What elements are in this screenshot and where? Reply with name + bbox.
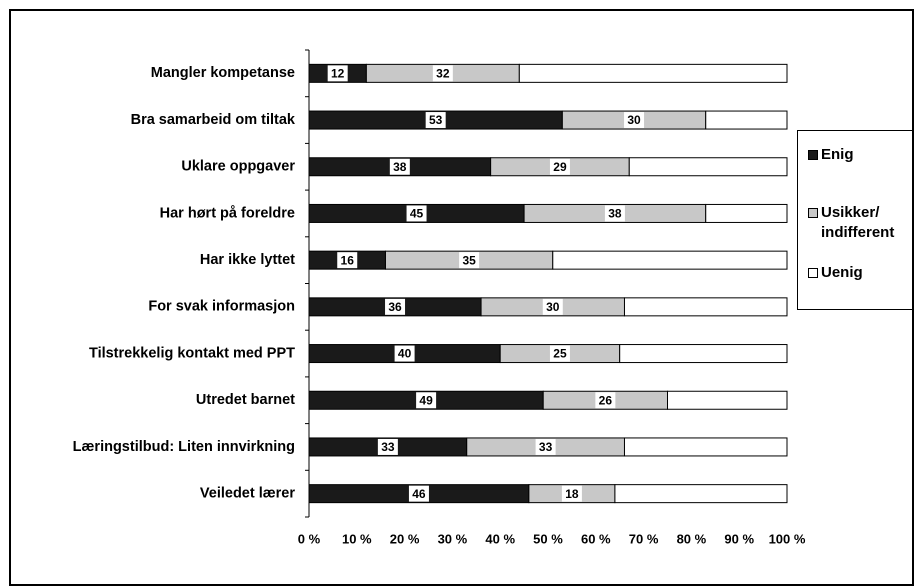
- x-tick-label: 80 %: [677, 531, 707, 546]
- x-tick-label: 100 %: [769, 531, 806, 546]
- bar-segment: [705, 203, 788, 223]
- label-box: [549, 158, 570, 175]
- data-label: 33: [539, 440, 553, 454]
- data-label: 26: [599, 393, 613, 407]
- label-box: [561, 485, 582, 502]
- bar-segment: [623, 297, 788, 317]
- y-tick-label: Tilstrekkelig kontakt med PPT: [89, 345, 295, 361]
- x-tick-label: 20 %: [390, 531, 420, 546]
- legend-swatch: [808, 268, 818, 278]
- data-label: 36: [388, 300, 402, 314]
- x-tick-label: 40 %: [485, 531, 515, 546]
- data-label: 18: [565, 487, 579, 501]
- data-label: 32: [436, 67, 450, 81]
- y-tick-label: Utredet barnet: [196, 392, 295, 408]
- legend-swatch: [808, 150, 818, 160]
- bar-segment: [628, 157, 788, 177]
- label-box: [425, 112, 446, 129]
- label-box: [549, 345, 570, 362]
- label-box: [542, 298, 563, 315]
- label-box: [377, 438, 398, 455]
- label-box: [535, 438, 556, 455]
- data-label: 46: [412, 487, 426, 501]
- x-tick-label: 70 %: [629, 531, 659, 546]
- label-box: [604, 205, 625, 222]
- data-label: 38: [608, 207, 622, 221]
- bar-segment: [518, 63, 788, 83]
- y-tick-label: Veiledet lærer: [200, 485, 295, 501]
- x-tick-label: 90 %: [724, 531, 754, 546]
- legend-label: Uenig: [821, 264, 863, 281]
- data-label: 16: [341, 253, 355, 267]
- bar-segment: [623, 437, 788, 457]
- y-tick-label: Uklare oppgaver: [181, 159, 295, 175]
- data-label: 29: [553, 160, 567, 174]
- y-tick-label: Har ikke lyttet: [200, 252, 295, 268]
- legend-label: Usikker/ indifferent: [821, 204, 895, 241]
- frame: [9, 9, 914, 586]
- data-label: 30: [546, 300, 560, 314]
- label-box: [408, 485, 429, 502]
- data-label: 12: [331, 67, 345, 81]
- data-label: 53: [429, 113, 443, 127]
- data-label: 45: [410, 207, 424, 221]
- legend-label: Enig: [821, 146, 854, 163]
- legend-item: Enig: [808, 145, 912, 165]
- label-box: [406, 205, 427, 222]
- label-box: [624, 112, 645, 129]
- data-label: 40: [398, 347, 412, 361]
- label-box: [394, 345, 415, 362]
- label-box: [385, 298, 406, 315]
- label-box: [459, 252, 480, 269]
- label-box: [337, 252, 358, 269]
- data-label: 30: [627, 113, 641, 127]
- label-box: [595, 392, 616, 409]
- bar-segment: [667, 390, 788, 410]
- label-box: [432, 65, 453, 82]
- y-tick-label: Mangler kompetanse: [151, 65, 295, 81]
- data-label: 38: [393, 160, 407, 174]
- data-label: 33: [381, 440, 395, 454]
- data-label: 35: [462, 253, 476, 267]
- x-tick-label: 50 %: [533, 531, 563, 546]
- bar-segment: [705, 110, 788, 130]
- x-tick-label: 60 %: [581, 531, 611, 546]
- bar-segment: [552, 250, 788, 270]
- y-tick-label: For svak informasjon: [148, 299, 295, 315]
- label-box: [389, 158, 410, 175]
- bar-segment: [619, 344, 788, 364]
- x-tick-label: 30 %: [438, 531, 468, 546]
- data-label: 25: [553, 347, 567, 361]
- data-label: 49: [419, 393, 433, 407]
- legend-item: Usikker/ indifferent: [808, 203, 912, 243]
- x-tick-label: 10 %: [342, 531, 372, 546]
- legend: Enig Usikker/ indifferent Uenig: [797, 130, 914, 310]
- legend-swatch: [808, 208, 818, 218]
- y-tick-label: Læringstilbud: Liten innvirkning: [73, 439, 295, 455]
- x-tick-label: 0 %: [298, 531, 321, 546]
- y-tick-label: Har hørt på foreldre: [160, 205, 295, 221]
- y-tick-label: Bra samarbeid om tiltak: [131, 112, 296, 128]
- label-box: [416, 392, 437, 409]
- bar-segment: [614, 484, 788, 504]
- label-box: [327, 65, 348, 82]
- legend-item: Uenig: [808, 263, 912, 283]
